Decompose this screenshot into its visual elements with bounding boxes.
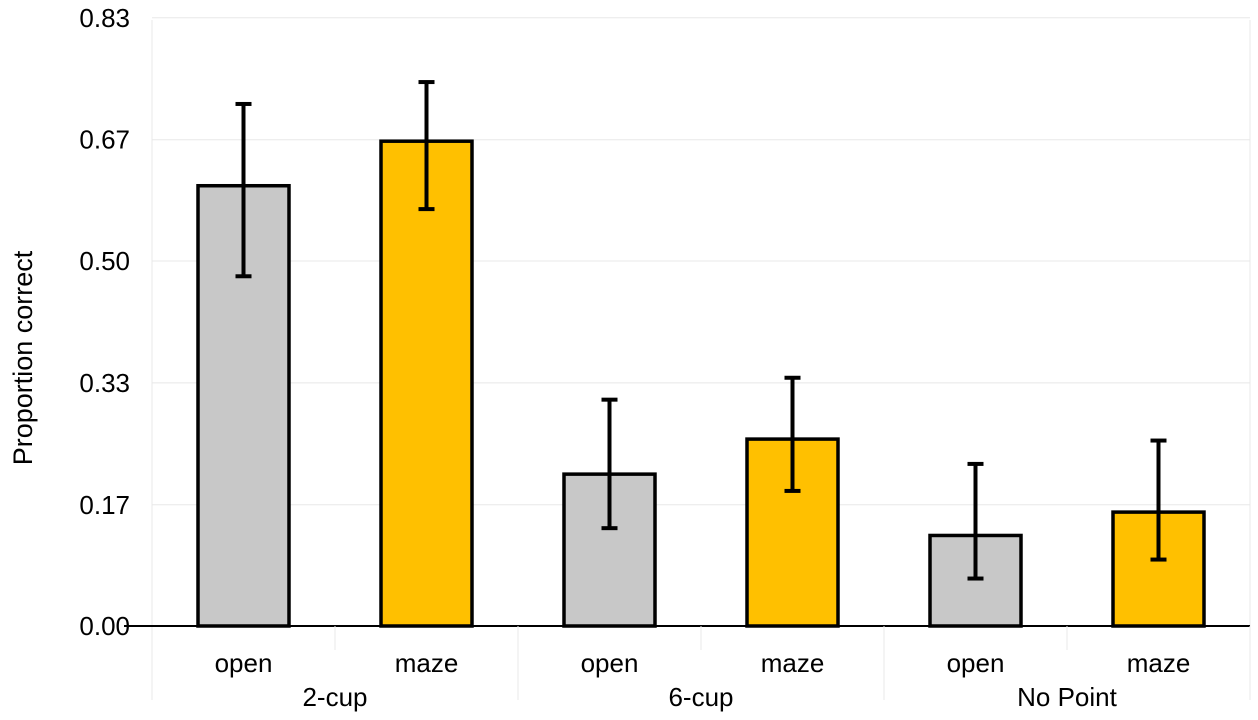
y-tick-label: 0.33 [79,368,130,398]
gridlines [151,17,1251,700]
y-tick-label: 0.17 [79,490,130,520]
x-group-label: No Point [1017,682,1117,712]
y-axis-title: Proportion correct [8,250,38,465]
y-tick-label: 0.83 [79,3,130,33]
x-category-label: open [215,648,273,678]
x-axis: open maze open maze open maze 2-cup 6-cup No Poi… [124,625,1251,712]
x-category-label: maze [761,648,825,678]
x-group-label: 6-cup [668,682,733,712]
x-group-label: 2-cup [302,682,367,712]
y-tick-label: 0.00 [79,611,130,641]
x-category-label: open [947,648,1005,678]
y-axis-ticks: 0.00 0.17 0.33 0.50 0.67 0.83 [79,3,130,641]
y-tick-label: 0.50 [79,246,130,276]
x-category-label: maze [395,648,459,678]
x-category-label: maze [1127,648,1191,678]
error-bars [235,80,1167,581]
bar-maze [379,139,474,628]
y-tick-label: 0.67 [79,125,130,155]
bars [196,139,1206,628]
x-category-label: open [581,648,639,678]
